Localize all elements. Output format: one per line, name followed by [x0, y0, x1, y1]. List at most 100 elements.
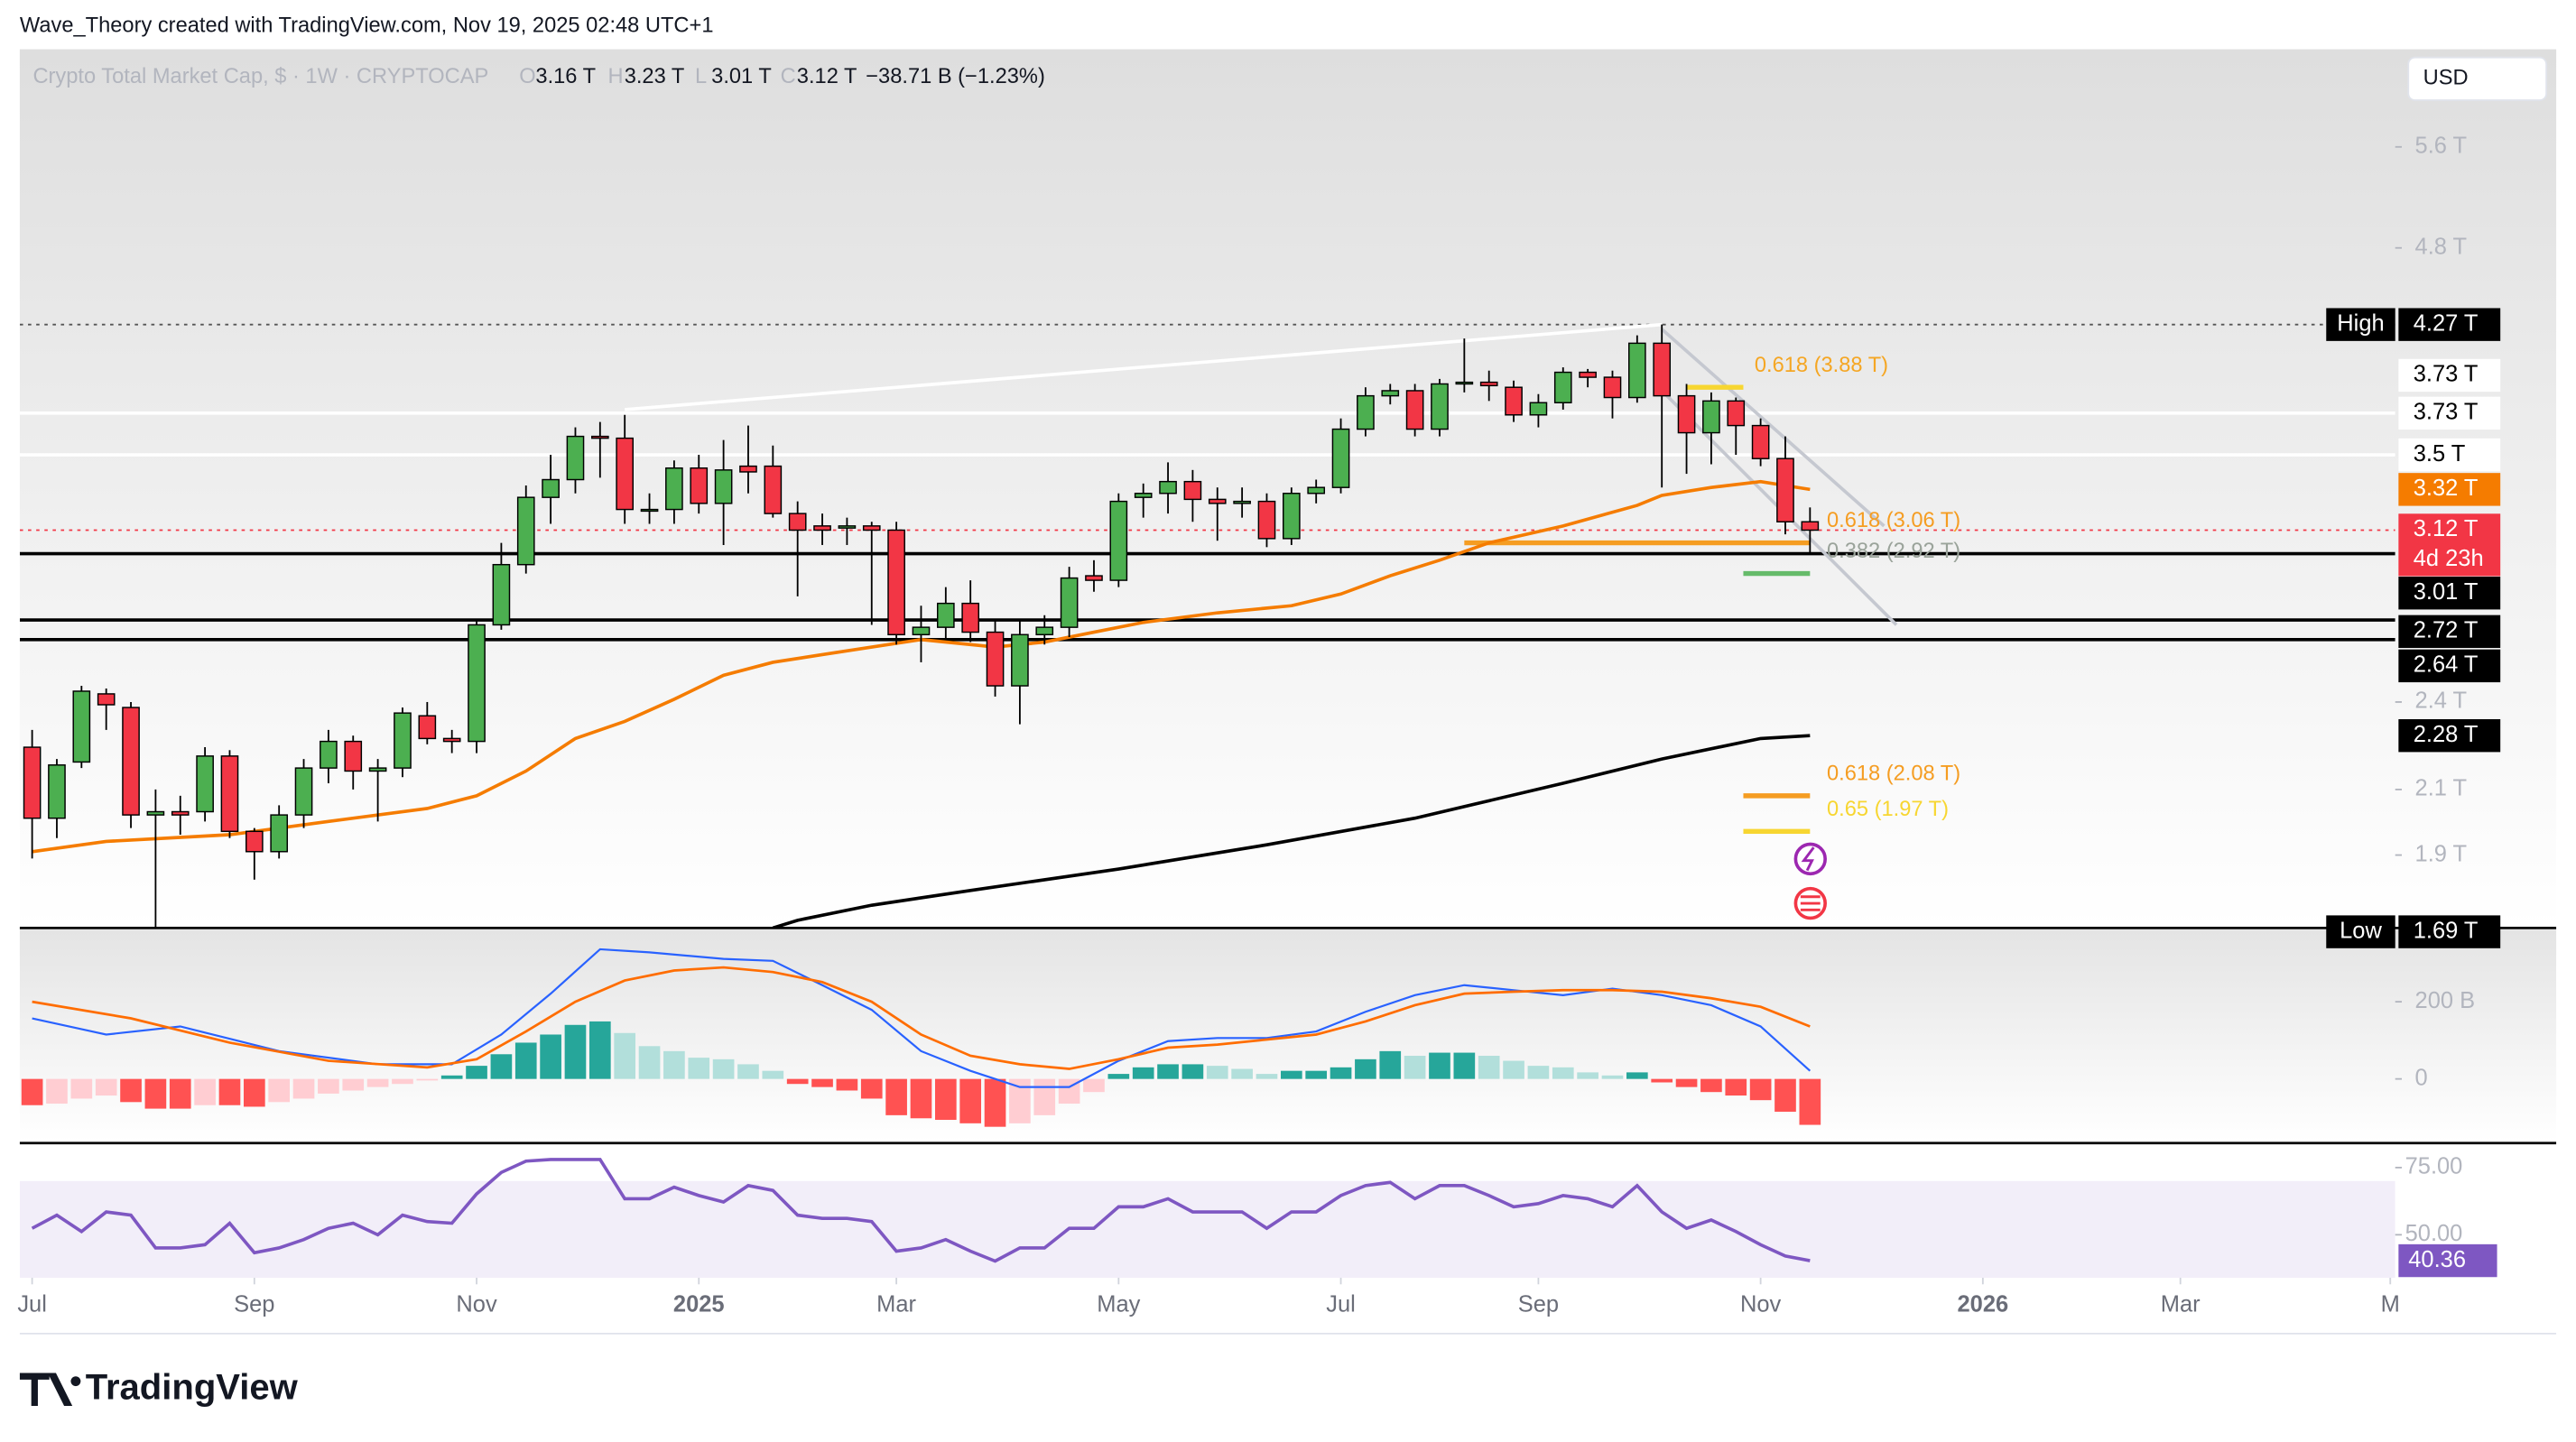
candle-body — [1011, 633, 1029, 687]
rsi-value: 40.36 — [2408, 1247, 2466, 1272]
candle-body — [294, 767, 313, 816]
rsi-pane — [19, 1144, 2557, 1334]
level-label: 3.73 T — [2414, 362, 2479, 387]
x-tick-label: Sep — [1518, 1292, 1559, 1317]
economic-icon-glyph — [1800, 895, 1821, 911]
level-tag: Low — [2340, 918, 2382, 943]
candle-body — [739, 465, 757, 473]
candle-body — [1307, 486, 1326, 495]
candle-body — [1257, 500, 1276, 540]
histogram-bar — [21, 1078, 43, 1105]
candle-body — [368, 767, 387, 772]
level-label: 3.73 T — [2414, 400, 2479, 425]
candle-body — [418, 715, 437, 740]
candle-body — [442, 737, 461, 743]
candle-body — [566, 435, 585, 481]
candle-body — [48, 764, 66, 819]
fib-label: 0.618 (3.88 T) — [1755, 354, 1888, 377]
histogram-bar — [342, 1078, 365, 1091]
histogram-bar — [1725, 1078, 1747, 1096]
histogram-bar — [1503, 1060, 1524, 1079]
macd-plot: 200 B 0 — [21, 947, 2476, 1127]
histogram-bar — [70, 1078, 93, 1099]
candle-body — [245, 830, 264, 853]
candle-body — [1431, 383, 1449, 430]
currency-button[interactable] — [2407, 56, 2548, 101]
rsi-line — [31, 1158, 1811, 1263]
level-label: 1.69 T — [2414, 918, 2479, 943]
x-tick-label: 2026 — [1958, 1292, 2009, 1317]
countdown: 4d 23h — [2414, 546, 2484, 571]
legend-key: C — [781, 65, 796, 88]
histogram-bar — [712, 1058, 735, 1079]
candle-body — [1505, 386, 1523, 416]
level-label: 3.5 T — [2414, 441, 2466, 467]
candle-body — [665, 467, 683, 511]
candle-body — [616, 437, 635, 511]
fib-label: 0.382 (2.92 T) — [1827, 540, 1960, 563]
histogram-bar — [1181, 1064, 1204, 1079]
histogram-bar — [836, 1078, 858, 1091]
histogram-bar — [1577, 1072, 1598, 1079]
candle-body — [1035, 626, 1054, 636]
fib-label: 0.618 (3.06 T) — [1827, 509, 1960, 532]
level-box — [2398, 719, 2501, 753]
histogram-bar — [934, 1078, 957, 1120]
x-tick-label: Jul — [1326, 1292, 1356, 1317]
histogram-bar — [737, 1064, 759, 1079]
candle-body — [270, 814, 289, 853]
histogram-bar — [1083, 1078, 1105, 1093]
histogram-bar — [46, 1078, 68, 1105]
currency[interactable]: USD — [2423, 67, 2469, 90]
level-box — [2398, 513, 2501, 577]
event-icon-glyph — [1801, 846, 1815, 872]
histogram-bar — [144, 1078, 167, 1109]
symbol-title: Crypto Total Market Cap, $ · 1W · CRYPTO… — [32, 65, 488, 88]
histogram-bar — [1009, 1078, 1031, 1123]
histogram-bar — [688, 1058, 710, 1079]
candle-body — [1233, 500, 1251, 504]
histogram-bar — [588, 1021, 611, 1079]
candle-body — [1109, 500, 1128, 581]
level-label: 2.28 T — [2414, 722, 2479, 747]
x-tick-label: May — [1097, 1292, 1140, 1317]
candle-body — [1479, 381, 1498, 387]
histogram-bar — [1527, 1066, 1550, 1079]
candle-body — [1331, 428, 1350, 488]
candle-body — [690, 467, 709, 504]
candle-body — [1357, 394, 1375, 430]
histogram-bar — [663, 1050, 685, 1079]
candle-body — [146, 810, 165, 816]
x-tick-label: Nov — [456, 1292, 497, 1317]
level-box — [2398, 396, 2501, 430]
event-icon[interactable] — [1793, 842, 1827, 876]
candle-body — [320, 740, 338, 769]
y-tick-label: 200 B — [2415, 988, 2476, 1013]
header: Wave_Theory created with TradingView.com… — [20, 14, 714, 37]
histogram-bar — [1256, 1074, 1278, 1079]
histogram-bar — [1033, 1078, 1056, 1115]
level-tag-box — [2326, 915, 2395, 948]
level-label: 3.01 T — [2414, 579, 2479, 605]
histogram-bar — [466, 1066, 487, 1079]
histogram-bar — [860, 1078, 883, 1099]
legend-key: L — [695, 65, 707, 88]
level-tag-box — [2326, 308, 2395, 341]
histogram-bar — [1651, 1078, 1673, 1083]
y-tick-label: 1.9 T — [2415, 841, 2468, 866]
histogram-bar — [268, 1078, 291, 1103]
candle-body — [1159, 480, 1177, 495]
legend-key: H — [608, 65, 624, 88]
candle-body — [640, 508, 659, 513]
change: −38.71 B (−1.23%) — [866, 65, 1045, 88]
legend-value: 3.16 T — [535, 65, 596, 88]
histogram-bar — [1626, 1072, 1648, 1079]
histogram-bar — [318, 1078, 339, 1094]
trend-line — [1660, 328, 1886, 528]
candle-body — [1405, 390, 1424, 430]
candle-body — [1208, 498, 1227, 504]
histogram-bar — [1206, 1066, 1228, 1079]
candle-body — [1653, 342, 1672, 397]
candle-body — [590, 435, 609, 439]
